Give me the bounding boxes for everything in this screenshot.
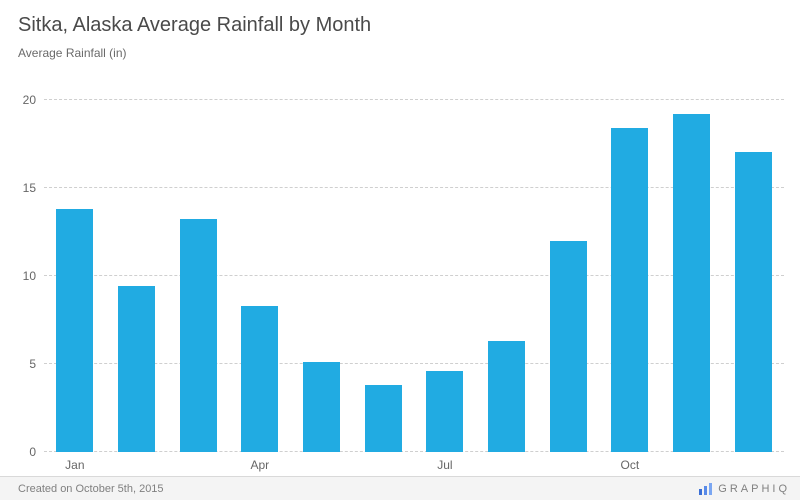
bar[interactable] <box>611 128 648 452</box>
brand-text: GRAPHIQ <box>718 483 790 495</box>
x-tick-label: Oct <box>621 458 640 472</box>
bar[interactable] <box>56 209 93 452</box>
bar[interactable] <box>488 341 525 452</box>
bar-slot <box>167 82 229 452</box>
bar[interactable] <box>426 371 463 452</box>
x-tick-label: Apr <box>251 458 270 472</box>
bar-slot: Jan <box>44 82 106 452</box>
bar-slot <box>661 82 723 452</box>
footer-bar: Created on October 5th, 2015 GRAPHIQ <box>0 476 800 500</box>
y-tick-label: 15 <box>23 181 36 195</box>
bars-group: Jan Apr Jul Oct <box>44 82 784 452</box>
bar-slot: Jul <box>414 82 476 452</box>
y-tick-label: 10 <box>23 269 36 283</box>
bar-slot: Apr <box>229 82 291 452</box>
y-axis-label: Average Rainfall (in) <box>18 46 127 60</box>
brand[interactable]: GRAPHIQ <box>699 483 790 495</box>
chart-container: Sitka, Alaska Average Rainfall by Month … <box>0 0 800 500</box>
bar-slot <box>476 82 538 452</box>
bar[interactable] <box>241 306 278 452</box>
bar[interactable] <box>550 241 587 452</box>
bar[interactable] <box>303 362 340 452</box>
bar[interactable] <box>735 152 772 452</box>
bar[interactable] <box>365 385 402 452</box>
y-tick-label: 0 <box>29 445 36 459</box>
graphiq-icon <box>699 483 713 495</box>
created-text: Created on October 5th, 2015 <box>18 483 164 495</box>
bar-slot: Oct <box>599 82 661 452</box>
bar[interactable] <box>673 114 710 452</box>
bar-slot <box>352 82 414 452</box>
bar-slot <box>537 82 599 452</box>
plot-area: 05101520 JanAprJulOct <box>44 82 784 452</box>
y-tick-label: 5 <box>29 357 36 371</box>
y-tick-label: 20 <box>23 93 36 107</box>
bar-slot <box>722 82 784 452</box>
bar[interactable] <box>118 286 155 452</box>
bar-slot <box>291 82 353 452</box>
chart-title: Sitka, Alaska Average Rainfall by Month <box>18 14 371 37</box>
x-tick-label: Jul <box>437 458 452 472</box>
x-tick-label: Jan <box>65 458 84 472</box>
bar[interactable] <box>180 219 217 452</box>
bar-slot <box>106 82 168 452</box>
